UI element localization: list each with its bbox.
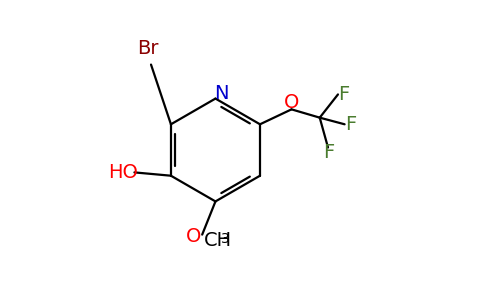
Text: O: O: [284, 93, 299, 112]
Text: HO: HO: [108, 163, 138, 182]
Text: 3: 3: [221, 232, 230, 246]
Text: CH: CH: [204, 231, 232, 250]
Text: F: F: [323, 143, 334, 162]
Text: F: F: [345, 115, 356, 134]
Text: Br: Br: [137, 39, 158, 58]
Text: N: N: [214, 84, 228, 103]
Text: O: O: [185, 227, 201, 246]
Text: F: F: [338, 85, 349, 104]
